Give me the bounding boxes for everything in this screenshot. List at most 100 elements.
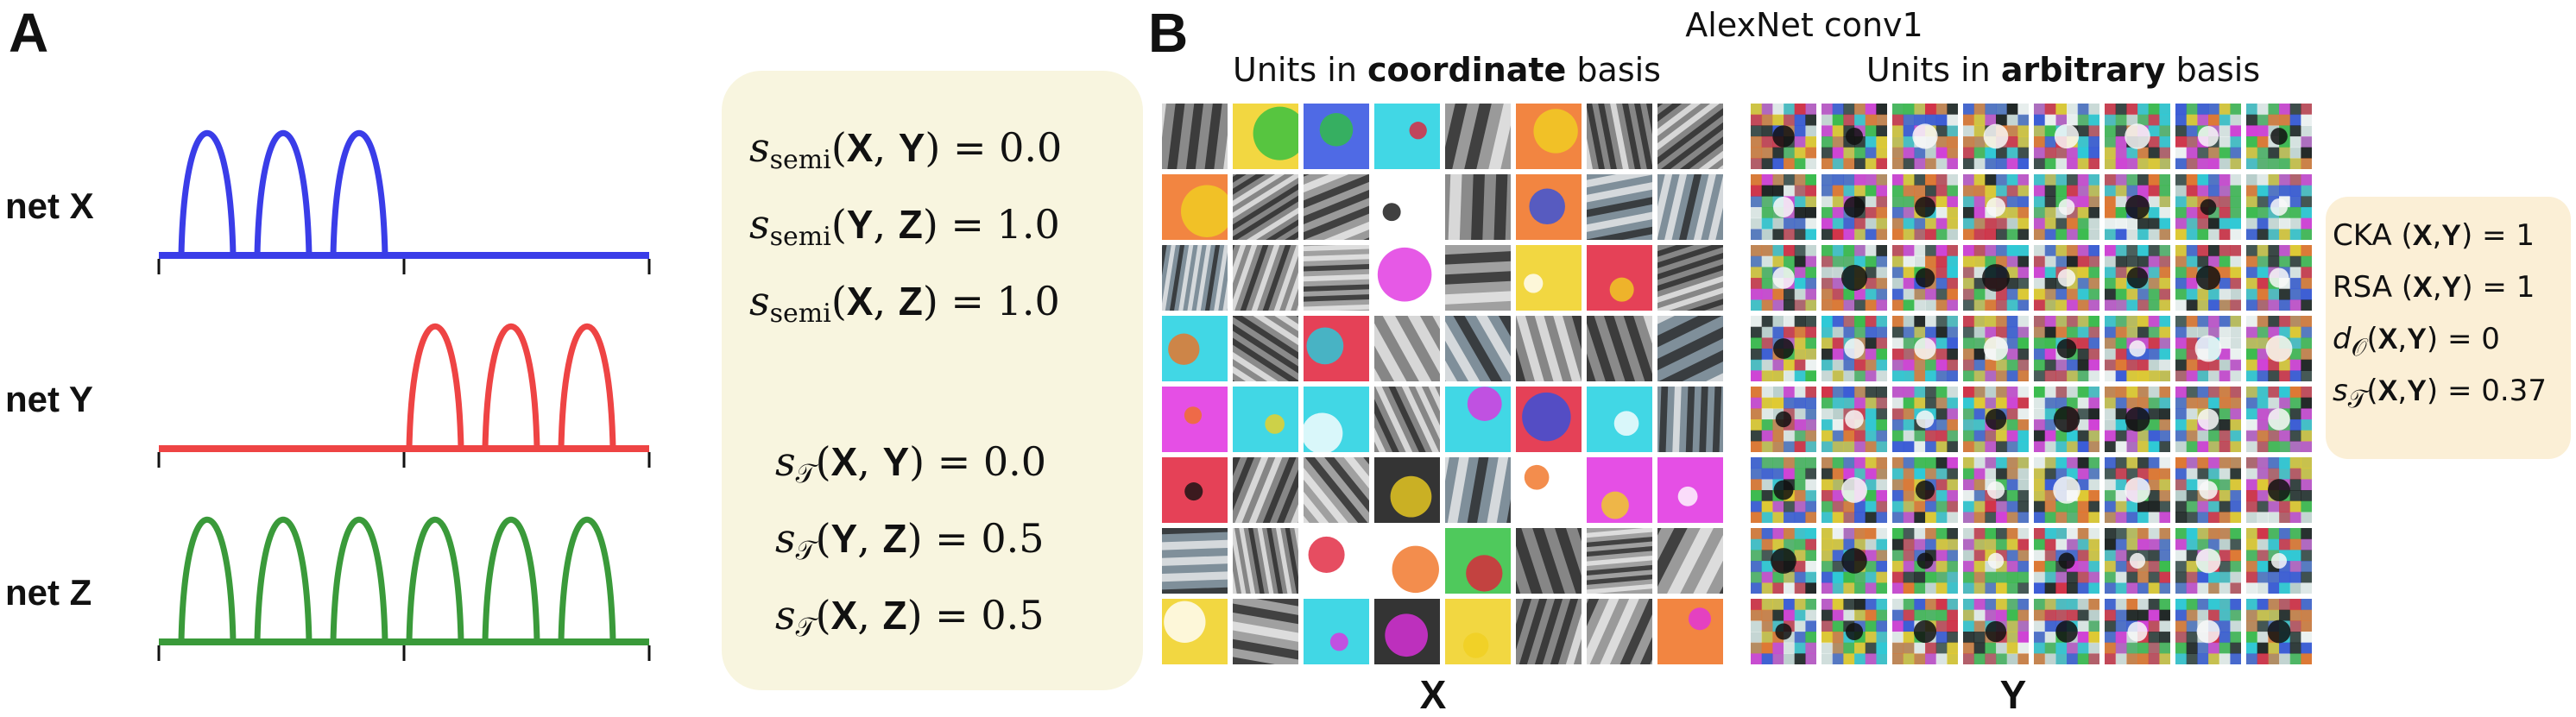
filter-tile <box>1445 528 1511 594</box>
filter-tile <box>1751 174 1816 240</box>
filter-tile <box>2034 457 2099 523</box>
filter-tile <box>1751 528 1816 594</box>
filter-tile <box>2175 174 2241 240</box>
filter-tile <box>1657 457 1723 523</box>
filter-tile <box>1233 457 1298 523</box>
tuning-bump <box>406 324 464 450</box>
filter-tile <box>1822 387 1887 452</box>
tuning-bump <box>482 324 540 450</box>
filter-tile <box>1374 174 1440 240</box>
similarity-equations-box <box>722 71 1143 690</box>
similarity-equation: s𝒯(Y, Z) = 0.5 <box>775 515 1045 566</box>
tuning-curves-plot <box>157 130 651 661</box>
filter-tile <box>1445 174 1511 240</box>
similarity-equation: ssemi(Y, Z) = 1.0 <box>749 201 1060 252</box>
filter-tile <box>1587 457 1652 523</box>
filter-tile <box>1751 387 1816 452</box>
filter-tile <box>1822 174 1887 240</box>
filter-tile <box>1822 245 1887 311</box>
filter-tile <box>1657 528 1723 594</box>
filter-tile <box>1516 104 1582 169</box>
filter-tile <box>1374 387 1440 452</box>
filter-tile <box>1304 245 1369 311</box>
filter-tile <box>1751 599 1816 664</box>
filter-tile <box>1233 245 1298 311</box>
filter-tile <box>1657 245 1723 311</box>
filter-tile <box>1162 528 1228 594</box>
filter-tile <box>1304 174 1369 240</box>
coordinate-basis-heading: Units in coordinate basis <box>1162 53 1732 86</box>
filter-tile <box>2105 245 2170 311</box>
tuning-bump <box>558 517 616 643</box>
filter-tile <box>1751 457 1816 523</box>
filter-tile <box>2034 174 2099 240</box>
filter-tile <box>1822 316 1887 381</box>
tuning-bump <box>254 130 313 256</box>
similarity-equation: s𝒯(X, Z) = 0.5 <box>775 592 1045 643</box>
filter-tile <box>2105 316 2170 381</box>
filter-tile <box>1374 457 1440 523</box>
filter-tile <box>1892 316 1958 381</box>
filter-tile <box>2246 387 2312 452</box>
filter-tile <box>1963 528 2029 594</box>
filter-tile <box>1822 599 1887 664</box>
filter-tile <box>1892 457 1958 523</box>
filter-tile <box>1304 316 1369 381</box>
filter-tile <box>2034 316 2099 381</box>
arbitrary-basis-filter-grid <box>1751 104 2312 664</box>
filter-tile <box>2105 387 2170 452</box>
grid-x-label: X <box>1419 672 1447 717</box>
filter-tile <box>1892 528 1958 594</box>
filter-tile <box>1162 245 1228 311</box>
filter-tile <box>1751 104 1816 169</box>
filter-tile <box>1233 528 1298 594</box>
filter-tile <box>1304 599 1369 664</box>
filter-tile <box>1516 457 1582 523</box>
filter-tile <box>2246 316 2312 381</box>
filter-tile <box>1516 528 1582 594</box>
filter-tile <box>1751 245 1816 311</box>
metrics-box <box>2326 197 2571 459</box>
filter-tile <box>2175 528 2241 594</box>
similarity-equation: ssemi(X, Y) = 0.0 <box>749 124 1063 175</box>
filter-tile <box>2175 245 2241 311</box>
filter-tile <box>1374 104 1440 169</box>
filter-tile <box>1516 245 1582 311</box>
similarity-equation: s𝒯(X, Y) = 0.0 <box>775 438 1047 489</box>
filter-tile <box>2246 104 2312 169</box>
filter-tile <box>2034 599 2099 664</box>
filter-tile <box>1822 528 1887 594</box>
panel-b-title: AlexNet conv1 <box>1685 6 1923 44</box>
filter-tile <box>1892 245 1958 311</box>
tuning-bump <box>178 130 237 256</box>
filter-tile <box>1445 457 1511 523</box>
filter-tile <box>2034 104 2099 169</box>
filter-tile <box>2175 387 2241 452</box>
filter-tile <box>2034 245 2099 311</box>
filter-tile <box>2105 457 2170 523</box>
filter-tile <box>1587 104 1652 169</box>
filter-tile <box>1445 387 1511 452</box>
filter-tile <box>2034 528 2099 594</box>
filter-tile <box>1657 104 1723 169</box>
tuning-bump <box>558 324 616 450</box>
filter-tile <box>1162 599 1228 664</box>
filter-tile <box>2246 599 2312 664</box>
net-x-label: net X <box>5 186 94 226</box>
panel-a-letter: A <box>9 2 49 64</box>
filter-tile <box>1162 387 1228 452</box>
heading-pre: Units in <box>1866 51 2001 89</box>
metric-line: CKA (X,Y) = 1 <box>2333 218 2535 253</box>
filter-tile <box>1374 528 1440 594</box>
filter-tile <box>1963 174 2029 240</box>
filter-tile <box>1516 316 1582 381</box>
filter-tile <box>1963 387 2029 452</box>
filter-tile <box>1657 174 1723 240</box>
arbitrary-basis-heading: Units in arbitrary basis <box>1778 53 2348 86</box>
filter-tile <box>2246 528 2312 594</box>
filter-tile <box>2105 104 2170 169</box>
filter-tile <box>1963 599 2029 664</box>
filter-tile <box>1445 316 1511 381</box>
filter-tile <box>2034 387 2099 452</box>
